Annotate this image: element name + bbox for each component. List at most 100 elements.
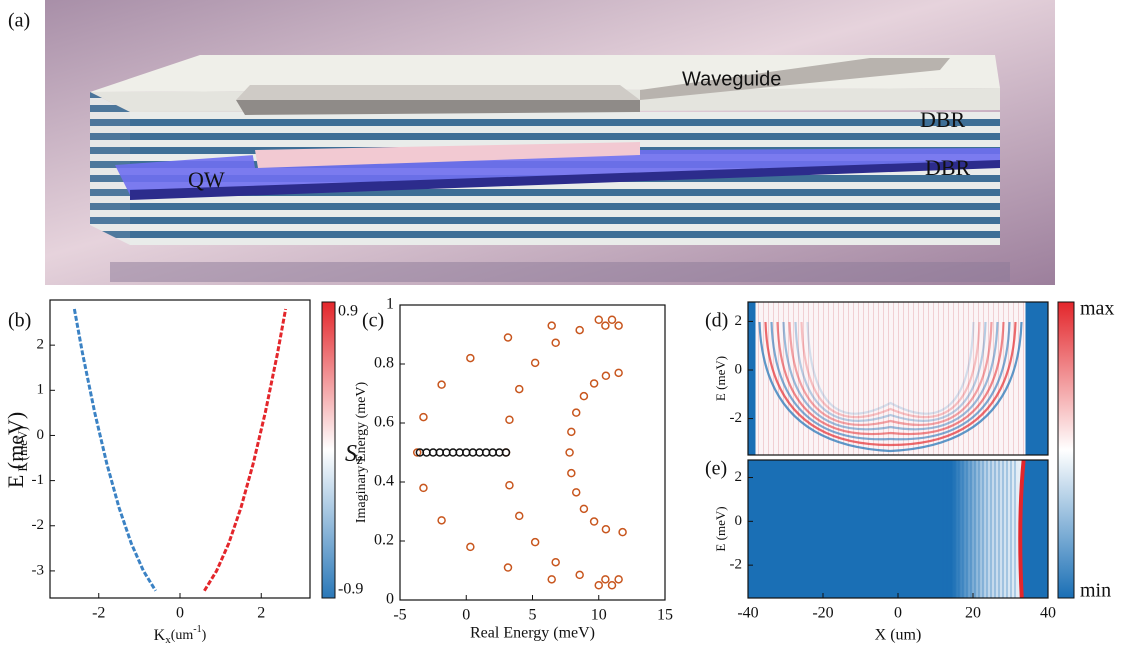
y-tick-label: -2 bbox=[730, 410, 743, 426]
scatter-point bbox=[532, 359, 539, 366]
scatter-point bbox=[580, 505, 587, 512]
scatter-point bbox=[506, 416, 513, 423]
heatmap bbox=[756, 302, 1026, 455]
y-tick-label: -3 bbox=[32, 562, 45, 578]
scatter-point bbox=[504, 564, 511, 571]
scatter-point bbox=[568, 428, 575, 435]
scatter-point bbox=[506, 482, 513, 489]
panel-label: (b) bbox=[8, 310, 31, 332]
heatmap-edge bbox=[1026, 460, 1049, 598]
x-axis-label: Kx(um-1) bbox=[154, 624, 207, 645]
scatter-point bbox=[615, 369, 622, 376]
x-tick-label: 2 bbox=[257, 605, 265, 622]
x-tick-label: -40 bbox=[737, 605, 758, 622]
scatter-point bbox=[532, 539, 539, 546]
y-axis-label: E (meV) bbox=[713, 356, 728, 401]
scatter-point bbox=[576, 571, 583, 578]
y-tick-label: 0.4 bbox=[374, 473, 394, 490]
scatter-point bbox=[619, 529, 626, 536]
scatter-point bbox=[609, 316, 616, 323]
y-tick-label: 0.2 bbox=[374, 532, 394, 549]
scatter-point bbox=[504, 334, 511, 341]
y-axis-label: E (meV) bbox=[713, 506, 728, 551]
colorbar bbox=[322, 302, 335, 598]
scatter-point bbox=[576, 327, 583, 334]
x-tick-label: -5 bbox=[393, 607, 406, 624]
y-tick-label: 0 bbox=[37, 427, 45, 443]
scatter-point bbox=[615, 322, 622, 329]
scatter-point bbox=[548, 322, 555, 329]
y-tick-label: 0.6 bbox=[374, 414, 394, 431]
x-tick-label: 15 bbox=[657, 607, 673, 624]
x-axis-label-part: ) bbox=[202, 628, 207, 643]
y-tick-label: 2 bbox=[735, 469, 743, 485]
panel-label: (a) bbox=[8, 10, 30, 32]
x-tick-label: 5 bbox=[529, 607, 537, 624]
y-tick-label: 0 bbox=[735, 513, 743, 529]
scatter-point bbox=[573, 489, 580, 496]
panel-label: (d) bbox=[705, 310, 728, 332]
scatter-point bbox=[552, 339, 559, 346]
diagram-label: DBR bbox=[925, 155, 971, 180]
scatter-point bbox=[580, 393, 587, 400]
figure: (a) (b) (c) (d) (e) Waveguide DBR DBR QW… bbox=[0, 0, 1136, 654]
diagram-label: DBR bbox=[920, 107, 966, 132]
scatter-point bbox=[602, 322, 609, 329]
colorbar-label: min bbox=[1080, 580, 1111, 602]
scatter-point bbox=[467, 355, 474, 362]
scatter-point bbox=[595, 316, 602, 323]
y-tick-label: -2 bbox=[32, 517, 45, 533]
y-axis-label: E (meV) bbox=[3, 412, 28, 488]
x-tick-label: 40 bbox=[1040, 605, 1056, 622]
scatter-point bbox=[438, 381, 445, 388]
x-tick-label: -2 bbox=[92, 605, 105, 622]
diagram-label: QW bbox=[188, 167, 225, 192]
heatmap-field bbox=[917, 460, 1022, 598]
y-tick-label: 0 bbox=[386, 591, 394, 608]
scatter-point bbox=[591, 518, 598, 525]
x-tick-label: 10 bbox=[591, 607, 607, 624]
scatter-point bbox=[602, 576, 609, 583]
x-tick-label: 0 bbox=[462, 607, 470, 624]
diagram-label: Waveguide bbox=[682, 68, 781, 90]
scatter-point bbox=[568, 470, 575, 477]
scatter-point bbox=[566, 449, 573, 456]
y-tick-label: 0.8 bbox=[374, 355, 394, 372]
heatmap bbox=[917, 460, 1048, 598]
x-axis-label: Real Energy (meV) bbox=[470, 625, 595, 642]
y-tick-label: 2 bbox=[37, 337, 45, 353]
scatter-point bbox=[438, 517, 445, 524]
y-tick-label: 2 bbox=[735, 313, 743, 329]
dispersion-branch bbox=[204, 309, 285, 591]
y-tick-label: -2 bbox=[730, 557, 743, 573]
y-tick-label: 1 bbox=[37, 382, 45, 398]
scatter-point bbox=[548, 576, 555, 583]
colorbar-label: max bbox=[1080, 298, 1114, 320]
y-axis-label: Imaginary Energy (meV) bbox=[354, 382, 369, 524]
x-axis-label: X (um) bbox=[875, 627, 922, 644]
panel-label: (e) bbox=[705, 458, 727, 480]
colorbar bbox=[1058, 302, 1074, 598]
panel-label: (c) bbox=[362, 310, 384, 332]
scatter-point bbox=[591, 380, 598, 387]
scatter-point bbox=[595, 582, 602, 589]
x-tick-label: 0 bbox=[894, 605, 902, 622]
scatter-point bbox=[420, 414, 427, 421]
x-axis-label-part: (um bbox=[171, 628, 194, 643]
x-axis-label-part: -1 bbox=[193, 624, 201, 635]
scatter-point bbox=[467, 543, 474, 550]
scatter-point bbox=[552, 559, 559, 566]
scatter-point bbox=[602, 526, 609, 533]
scatter-point bbox=[615, 576, 622, 583]
scatter-point bbox=[573, 409, 580, 416]
scatter-point bbox=[609, 582, 616, 589]
scatter-point bbox=[602, 372, 609, 379]
axes-frame bbox=[50, 300, 310, 598]
y-tick-label: 0 bbox=[735, 361, 743, 377]
scatter-point bbox=[420, 484, 427, 491]
axes-frame bbox=[400, 305, 665, 600]
x-tick-label: 20 bbox=[965, 605, 981, 622]
x-tick-label: 0 bbox=[176, 605, 184, 622]
device-diagram bbox=[45, 0, 1055, 285]
colorbar-tick-label: 0.9 bbox=[338, 303, 358, 320]
